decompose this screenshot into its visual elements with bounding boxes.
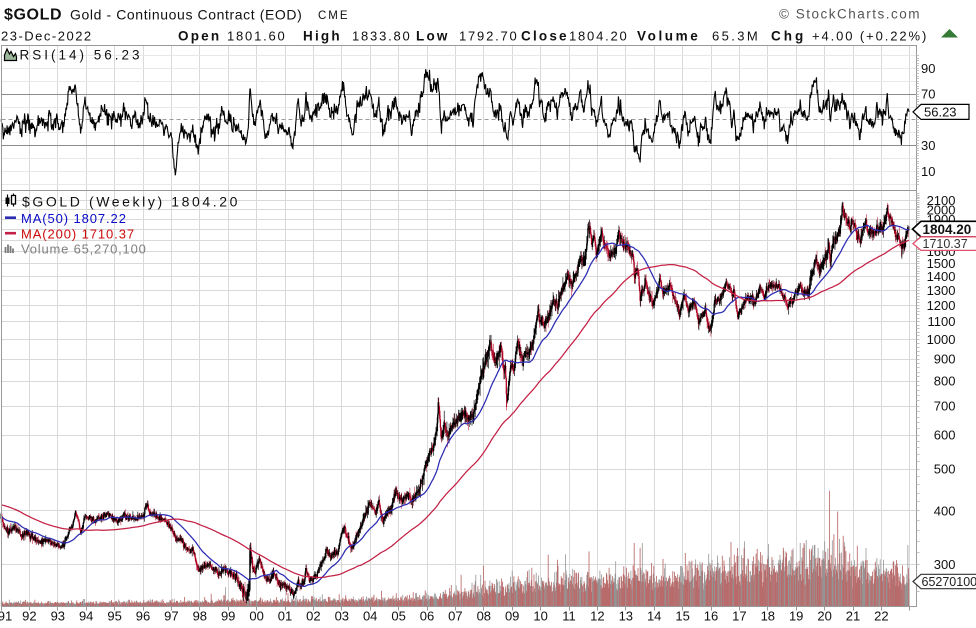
svg-text:Gold - Continuous Contract (EO: Gold - Continuous Contract (EOD) — [70, 7, 302, 23]
svg-text:700: 700 — [934, 399, 956, 414]
svg-text:98: 98 — [193, 609, 207, 624]
svg-text:Volume: Volume — [637, 29, 700, 44]
svg-text:1710.37: 1710.37 — [923, 237, 968, 251]
svg-text:02: 02 — [306, 609, 320, 624]
svg-text:94: 94 — [79, 609, 93, 624]
svg-text:05: 05 — [391, 609, 405, 624]
svg-text:90: 90 — [921, 61, 935, 76]
svg-text:1000: 1000 — [927, 332, 956, 347]
svg-text:30: 30 — [921, 138, 935, 153]
svg-text:11: 11 — [562, 609, 576, 624]
svg-text:+4.00 (+0.22%): +4.00 (+0.22%) — [812, 29, 928, 44]
svg-text:Low: Low — [416, 29, 450, 44]
svg-text:14: 14 — [647, 609, 661, 624]
svg-text:99: 99 — [221, 609, 235, 624]
svg-text:1792.70: 1792.70 — [459, 29, 519, 44]
svg-text:RSI(14) 56.23: RSI(14) 56.23 — [20, 48, 143, 63]
svg-text:06: 06 — [420, 609, 434, 624]
svg-text:92: 92 — [22, 609, 36, 624]
svg-text:High: High — [303, 29, 342, 44]
svg-text:21: 21 — [846, 609, 860, 624]
svg-text:1500: 1500 — [927, 256, 956, 271]
svg-text:800: 800 — [934, 374, 956, 389]
svg-text:95: 95 — [107, 609, 121, 624]
svg-text:1801.60: 1801.60 — [227, 29, 287, 44]
svg-text:03: 03 — [335, 609, 349, 624]
svg-text:1833.80: 1833.80 — [352, 29, 412, 44]
svg-text:09: 09 — [505, 609, 519, 624]
svg-text:01: 01 — [278, 609, 292, 624]
svg-text:22: 22 — [874, 609, 888, 624]
svg-text:1400: 1400 — [927, 269, 956, 284]
svg-text:1804.20: 1804.20 — [569, 29, 629, 44]
svg-text:1100: 1100 — [928, 314, 956, 329]
svg-text:Close: Close — [521, 29, 569, 44]
svg-text:$GOLD: $GOLD — [4, 7, 62, 24]
svg-text:19: 19 — [789, 609, 803, 624]
svg-text:65.3M: 65.3M — [712, 29, 760, 44]
svg-text:12: 12 — [590, 609, 604, 624]
svg-text:97: 97 — [164, 609, 178, 624]
svg-text:70: 70 — [921, 87, 935, 102]
svg-text:56.23: 56.23 — [924, 104, 957, 119]
svg-text:CME: CME — [318, 10, 350, 22]
svg-text:$GOLD (Weekly) 1804.20: $GOLD (Weekly) 1804.20 — [22, 194, 240, 210]
svg-text:15: 15 — [675, 609, 689, 624]
svg-text:2100: 2100 — [927, 193, 956, 208]
svg-text:20: 20 — [817, 609, 831, 624]
svg-text:91: 91 — [0, 609, 12, 624]
svg-text:400: 400 — [934, 503, 956, 518]
svg-text:23-Dec-2022: 23-Dec-2022 — [1, 29, 93, 44]
svg-text:500: 500 — [934, 462, 956, 477]
svg-text:13: 13 — [619, 609, 633, 624]
svg-text:17: 17 — [732, 609, 746, 624]
svg-text:10: 10 — [921, 164, 935, 179]
svg-text:MA(50) 1807.22: MA(50) 1807.22 — [21, 211, 127, 226]
svg-text:00: 00 — [249, 609, 263, 624]
svg-text:18: 18 — [761, 609, 775, 624]
svg-text:Open: Open — [178, 29, 221, 44]
svg-text:65270100: 65270100 — [922, 575, 976, 589]
svg-text:Chg: Chg — [771, 29, 806, 44]
svg-text:07: 07 — [448, 609, 462, 624]
svg-text:2000: 2000 — [927, 202, 956, 217]
svg-text:900: 900 — [934, 352, 956, 367]
svg-text:08: 08 — [477, 609, 491, 624]
svg-text:1804.20: 1804.20 — [923, 222, 972, 237]
svg-text:1300: 1300 — [927, 283, 956, 298]
svg-text:1200: 1200 — [927, 298, 956, 313]
svg-text:10: 10 — [533, 609, 547, 624]
svg-text:16: 16 — [704, 609, 718, 624]
svg-text:600: 600 — [934, 428, 956, 443]
svg-text:96: 96 — [136, 609, 150, 624]
svg-text:04: 04 — [363, 609, 377, 624]
svg-text:MA(200) 1710.37: MA(200) 1710.37 — [21, 227, 135, 242]
svg-text:300: 300 — [934, 557, 956, 572]
svg-text:93: 93 — [51, 609, 65, 624]
svg-text:© StockCharts.com: © StockCharts.com — [779, 7, 921, 22]
svg-text:Volume 65,270,100: Volume 65,270,100 — [21, 242, 147, 257]
